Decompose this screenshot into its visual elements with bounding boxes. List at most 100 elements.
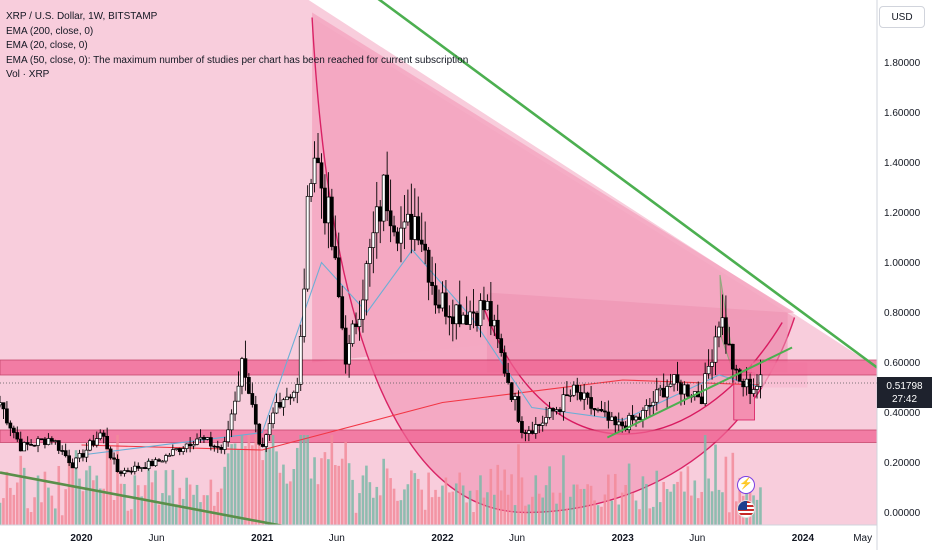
volume-bar xyxy=(368,482,372,525)
volume-bar xyxy=(43,471,47,525)
price-axis-background xyxy=(877,0,932,550)
x-tick-label: 2021 xyxy=(251,533,274,544)
currency-button[interactable]: USD xyxy=(879,6,925,28)
volume-bar xyxy=(613,473,617,525)
volume-bar xyxy=(638,509,641,525)
candle-body xyxy=(374,206,379,234)
indicator-ema-20[interactable]: EMA (20, close, 0) xyxy=(6,40,88,51)
candle-body xyxy=(122,470,127,474)
volume-bar xyxy=(759,487,762,525)
volume-bar xyxy=(206,495,209,525)
volume-bar xyxy=(268,447,271,525)
candle-body xyxy=(730,343,735,370)
candle-body xyxy=(734,368,739,371)
volume-bar xyxy=(683,491,686,525)
candle-body xyxy=(433,285,438,306)
candle-body xyxy=(143,467,148,469)
symbol-title[interactable]: XRP / U.S. Dollar, 1W, BITSTAMP xyxy=(6,11,158,22)
volume-bar xyxy=(299,435,303,525)
volume-bar xyxy=(306,435,309,525)
candle-body xyxy=(195,438,199,445)
candle-body xyxy=(67,455,71,464)
candle-body xyxy=(139,467,144,469)
volume-bar xyxy=(579,488,583,525)
volume-bar xyxy=(171,469,175,525)
volume-bar xyxy=(209,479,213,525)
candle-body xyxy=(146,460,151,469)
us-flag-icon[interactable] xyxy=(737,500,755,518)
indicator-ema-200[interactable]: EMA (200, close, 0) xyxy=(6,25,94,37)
volume-bar xyxy=(382,458,385,525)
lightning-icon[interactable]: ⚡ xyxy=(737,476,755,494)
volume-bar xyxy=(378,495,382,525)
volume-bar xyxy=(309,478,313,525)
candle-body xyxy=(668,383,673,387)
candle-body xyxy=(416,216,421,241)
candle-body xyxy=(298,336,303,385)
candle-body xyxy=(533,424,538,434)
candle-body xyxy=(250,393,255,405)
volume-bar xyxy=(19,455,23,525)
volume-bar xyxy=(330,435,334,525)
candle-body xyxy=(198,437,203,440)
candle-body xyxy=(758,374,763,387)
candle-body xyxy=(29,444,33,446)
volume-bar xyxy=(295,447,299,525)
candle-body xyxy=(316,157,320,164)
candle-body xyxy=(613,416,618,426)
candle-body xyxy=(46,438,51,445)
volume-bar xyxy=(620,492,624,525)
volume-bar xyxy=(721,492,724,525)
volume-bar xyxy=(531,496,534,525)
indicator-ema-50[interactable]: EMA (50, close, 0): The maximum number o… xyxy=(6,54,469,66)
volume-bar xyxy=(728,512,731,525)
candle-body xyxy=(381,174,386,222)
volume-bar xyxy=(247,435,251,525)
volume-bar xyxy=(755,499,759,525)
indicator-volume[interactable]: Vol · XRP xyxy=(6,69,50,80)
candle-body xyxy=(278,402,282,408)
candle-body xyxy=(713,336,718,363)
volume-bar xyxy=(399,500,403,525)
volume-bar xyxy=(655,470,659,525)
candle-body xyxy=(226,429,230,443)
candle-body xyxy=(654,389,659,403)
candle-body xyxy=(101,432,106,437)
candle-body xyxy=(558,409,562,412)
volume-bar xyxy=(95,475,99,525)
volume-bar xyxy=(686,466,690,525)
candle-body xyxy=(53,440,58,442)
volume-bar xyxy=(354,512,358,525)
candle-body xyxy=(513,396,517,400)
candle-body xyxy=(641,410,645,420)
volume-bar xyxy=(109,450,112,525)
candle-body xyxy=(506,372,510,383)
trendline-1 xyxy=(0,471,292,529)
candle-body xyxy=(11,427,16,433)
volume-bar xyxy=(617,504,621,525)
candle-body xyxy=(212,445,217,448)
volume-bar xyxy=(71,464,74,525)
ema-layer xyxy=(81,249,762,456)
candle-body xyxy=(565,394,569,397)
candle-body xyxy=(710,361,714,367)
candle-body xyxy=(606,411,611,421)
candle-body xyxy=(461,314,466,325)
volume-bar xyxy=(333,465,337,525)
volume-bar xyxy=(589,485,593,525)
x-tick-label: Jun xyxy=(689,533,705,544)
candle-body xyxy=(575,384,580,393)
candle-body xyxy=(454,304,459,325)
candle-body xyxy=(1,402,6,410)
volume-bar xyxy=(506,494,510,525)
candle-body xyxy=(209,437,213,447)
candle-body xyxy=(665,386,669,398)
volume-bar xyxy=(603,494,607,525)
trendlines-layer xyxy=(0,0,878,529)
volume-bar xyxy=(493,494,496,525)
candle-body xyxy=(568,394,573,397)
volume-bar xyxy=(0,502,2,525)
candle-body xyxy=(98,432,103,439)
